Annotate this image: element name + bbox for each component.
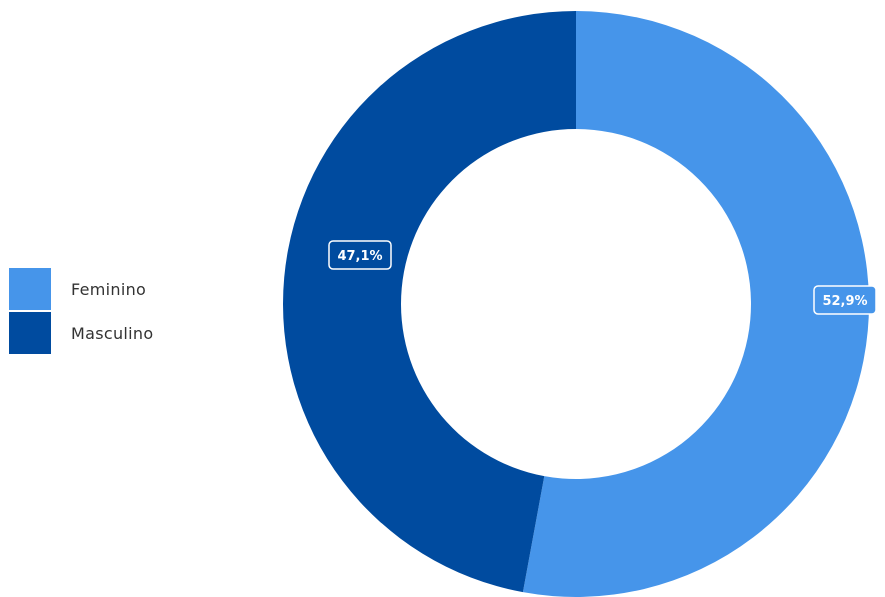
donut-slice-masculino[interactable] (282, 11, 576, 593)
legend-item-masculino[interactable]: Masculino (9, 312, 209, 354)
slice-value-label-feminino: 52,9% (813, 285, 877, 315)
slice-value-label-masculino: 47,1% (328, 240, 392, 270)
value-label-box (813, 285, 877, 315)
legend-label-masculino: Masculino (71, 323, 154, 343)
value-label-text: 52,9% (822, 294, 867, 309)
value-label-text: 47,1% (337, 249, 382, 264)
legend-swatch-feminino (9, 268, 51, 310)
legend-item-feminino[interactable]: Feminino (9, 268, 209, 310)
legend-label-feminino: Feminino (71, 279, 147, 299)
legend-swatch-masculino (9, 312, 51, 354)
value-label-box (328, 240, 392, 270)
donut-slice-feminino[interactable] (522, 11, 869, 597)
legend: Feminino Masculino (9, 268, 209, 356)
